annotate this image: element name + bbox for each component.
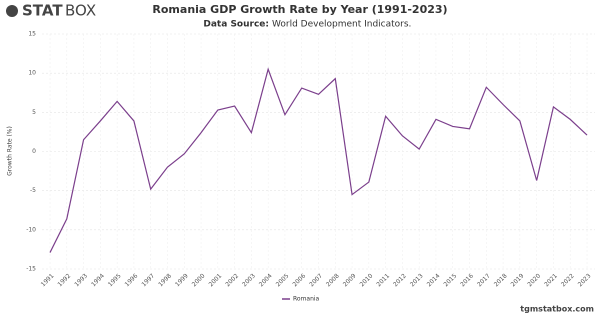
x-tick-label: 2020: [526, 272, 542, 288]
legend-label: Romania: [293, 296, 320, 303]
x-tick-label: 2008: [325, 272, 341, 288]
x-tick-label: 2000: [191, 272, 207, 288]
x-tick-label: 2003: [241, 272, 257, 288]
x-tick-label: 2010: [359, 272, 375, 288]
footer: tgmstatbox.com: [520, 305, 594, 314]
y-tick-label: 0: [32, 148, 36, 155]
x-tick-label: 1996: [124, 272, 140, 288]
y-tick-label: -5: [30, 187, 36, 194]
line-series: [49, 67, 588, 253]
logo-light: BOX: [65, 2, 96, 20]
x-tick-label: 2019: [510, 272, 526, 288]
x-tick-label: 2018: [493, 272, 509, 288]
x-tick-label: 1992: [57, 272, 73, 288]
y-tick-label: -10: [26, 226, 36, 233]
x-tick-label: 1998: [157, 272, 173, 288]
x-tick-label: 1993: [73, 272, 89, 288]
x-tick-label: 2013: [409, 272, 425, 288]
x-tick-label: 2005: [275, 272, 291, 288]
x-tick-label: 2022: [560, 272, 576, 288]
x-tick-label: 2006: [291, 272, 307, 288]
x-tick-label: 2017: [476, 272, 492, 288]
x-tick-label: 2011: [375, 272, 391, 288]
chart-title: Romania GDP Growth Rate by Year (1991-20…: [152, 3, 447, 16]
x-tick-label: 2023: [577, 272, 593, 288]
x-tick-label: 1994: [90, 272, 106, 288]
x-tick-label: 2007: [308, 272, 324, 288]
x-tick-label: 2015: [442, 272, 458, 288]
x-tick-label: 2004: [258, 272, 274, 288]
y-axis-label: Growth Rate (%): [7, 126, 14, 176]
y-tick-label: 5: [32, 109, 36, 116]
x-tick-label: 1991: [40, 272, 56, 288]
x-tick-label: 1997: [140, 272, 156, 288]
logo: STAT BOX: [6, 2, 96, 20]
x-tick-label: 2012: [392, 272, 408, 288]
logo-bold: STAT: [22, 2, 63, 20]
x-tick-label: 1995: [107, 272, 123, 288]
x-tick-label: 2002: [224, 272, 240, 288]
x-tick-label: 2016: [459, 272, 475, 288]
x-tick-label: 2014: [426, 272, 442, 288]
y-tick-label: 15: [28, 31, 36, 38]
x-tick-label: 2009: [342, 272, 358, 288]
y-tick-label: -15: [26, 266, 36, 273]
logo-icon: [6, 5, 18, 17]
x-tick-label: 2021: [543, 272, 559, 288]
x-tick-label: 1999: [174, 272, 190, 288]
subtitle: World Development Indicators.: [272, 20, 411, 30]
y-tick-label: 10: [28, 70, 36, 77]
subtitle-label: Data Source:: [203, 20, 269, 30]
x-tick-label: 2001: [208, 272, 224, 288]
